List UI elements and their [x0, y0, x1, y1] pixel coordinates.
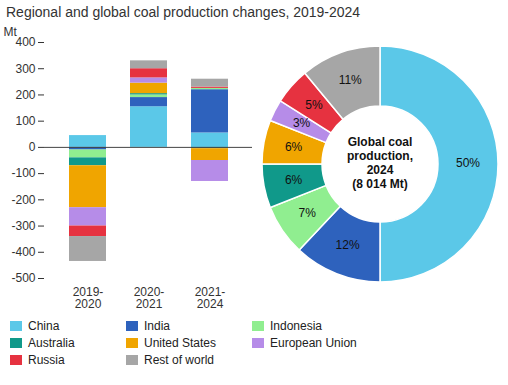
svg-text:Mt: Mt: [4, 25, 18, 39]
html-text:Regional and global coal produ: Regional and global coal production chan…: [6, 4, 361, 20]
html-text:Rest of world: Rest of world: [144, 353, 214, 367]
svg-text:-300: -300: [11, 219, 35, 233]
html-text:European Union: European Union: [270, 336, 357, 350]
svg-text:300: 300: [15, 62, 35, 76]
svg-text:-200: -200: [11, 193, 35, 207]
svg-text:200: 200: [15, 88, 35, 102]
svg-text:2019-2020: 2019-2020: [73, 285, 104, 311]
svg-text:100: 100: [15, 114, 35, 128]
svg-text:-500: -500: [11, 271, 35, 285]
svg-text:0: 0: [29, 140, 36, 154]
svg-text:2020-2021: 2020-2021: [134, 285, 165, 311]
svg-text:3%: 3%: [293, 116, 311, 130]
svg-text:400: 400: [15, 35, 35, 49]
svg-text:2021-2024: 2021-2024: [195, 285, 226, 311]
svg-text:50%: 50%: [456, 156, 480, 170]
html-text:India: India: [144, 319, 170, 333]
html-text:China: China: [28, 319, 60, 333]
html-text:Indonesia: Indonesia: [270, 319, 322, 333]
svg-text:Global coalproduction,2024(8 0: Global coalproduction,2024(8 014 Mt): [347, 135, 413, 191]
svg-text:7%: 7%: [299, 206, 317, 220]
svg-text:6%: 6%: [285, 140, 303, 154]
svg-text:11%: 11%: [339, 73, 362, 87]
svg-text:5%: 5%: [305, 98, 323, 112]
svg-text:-100: -100: [11, 166, 35, 180]
html-text:Russia: Russia: [28, 353, 65, 367]
svg-text:12%: 12%: [336, 238, 360, 252]
html-text:Australia: Australia: [28, 336, 75, 350]
html-text:United States: United States: [144, 336, 216, 350]
svg-text:-400: -400: [11, 245, 35, 259]
svg-text:6%: 6%: [285, 173, 303, 187]
